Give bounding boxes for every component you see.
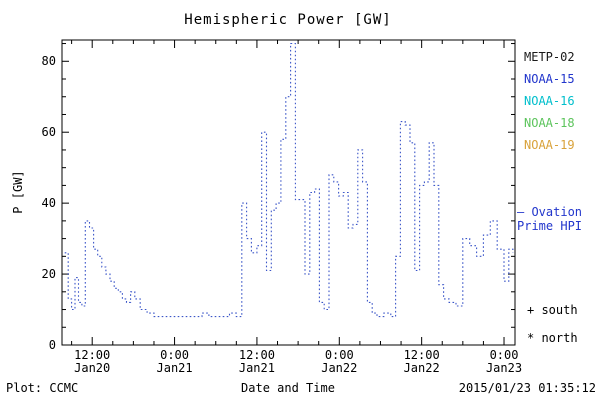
y-tick-label: 40 [41,196,56,211]
x-tick-time: 12:00 [238,348,275,362]
x-tick-date: Jan21 [156,361,193,375]
x-axis-label: Date and Time [241,381,335,395]
x-tick-date: Jan22 [321,361,358,375]
y-tick-label: 0 [48,338,56,352]
x-tick-date: Jan20 [74,361,111,375]
x-tick-label: 0:00 Jan21 [143,349,207,375]
x-tick-time: 12:00 [403,348,440,362]
legend-item-noaa-16: NOAA-16 [524,94,575,108]
x-tick-date: Jan21 [238,361,275,375]
legend-item-metp-02: METP-02 [524,50,575,64]
legend-item-noaa-18: NOAA-18 [524,116,575,130]
y-tick-label: 20 [41,267,56,282]
x-tick-time: 0:00 [324,348,354,362]
x-tick-label: 12:00 Jan21 [225,349,289,375]
x-tick-time: 12:00 [74,348,111,362]
legend-south-marker: + south [527,303,578,317]
x-tick-date: Jan23 [485,361,523,375]
x-tick-label: 12:00 Jan22 [390,349,454,375]
y-tick-label: 80 [41,54,56,69]
x-tick-time: 0:00 [489,348,519,362]
legend-item-noaa-15: NOAA-15 [524,72,575,86]
x-tick-time: 0:00 [160,348,190,362]
legend-north-marker: * north [527,331,578,345]
x-tick-date: Jan22 [403,361,440,375]
plot-frame [61,39,516,346]
x-tick-label: 12:00 Jan20 [60,349,124,375]
legend-ovation-prime-hpi: — Ovation Prime HPI [517,205,583,233]
x-tick-label: 0:00 Jan22 [307,349,371,375]
hpi-data-line [64,42,514,318]
legend-item-noaa-19: NOAA-19 [524,138,575,152]
timestamp: 2015/01/23 01:35:12 [458,381,596,395]
x-tick-label: 0:00 Jan23 [472,349,536,375]
chart-title: Hemispheric Power [GW] [184,12,392,28]
plot-source-label: Plot: CCMC [6,381,79,395]
y-tick-label: 60 [41,125,56,140]
